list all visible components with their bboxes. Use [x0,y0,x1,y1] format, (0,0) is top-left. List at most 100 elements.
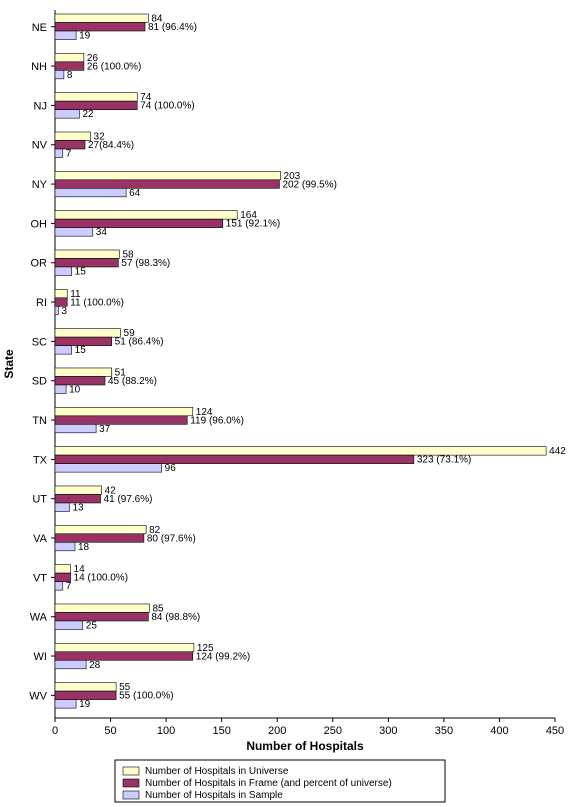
bar-sample [55,424,96,433]
bar-universe [55,604,149,613]
state-label: WI [34,651,47,663]
state-label: NE [32,22,47,34]
x-tick-label: 50 [104,725,116,737]
bar-universe [55,211,237,220]
bar-label-sample: 3 [61,306,67,317]
bar-sample [55,31,76,40]
bar-label-sample: 15 [75,345,87,356]
x-tick-label: 150 [212,725,230,737]
bar-label-sample: 19 [79,31,91,42]
bar-label-sample: 7 [66,581,72,592]
bar-label-sample: 37 [99,424,111,435]
state-label: SD [32,376,47,388]
bar-label-frame: 51 (86.4%) [115,337,164,348]
bar-label-frame: 323 (73.1%) [417,455,471,466]
bar-universe [55,329,121,338]
bar-sample [55,306,58,315]
bar-universe [55,447,546,456]
bar-sample [55,503,69,512]
bar-universe [55,14,148,23]
legend-swatch [123,767,139,775]
bar-frame [55,534,144,543]
x-tick-label: 350 [435,725,453,737]
bar-frame [55,219,223,228]
bar-label-frame: 27(84.4%) [88,140,134,151]
bar-universe [55,407,193,416]
bar-label-sample: 19 [79,699,91,710]
bar-label-frame: 202 (99.5%) [282,179,336,190]
bar-label-sample: 18 [78,542,90,553]
bar-label-frame: 14 (100.0%) [74,573,128,584]
bar-frame [55,455,414,464]
state-label: UT [32,494,47,506]
state-label: WV [29,690,47,702]
bar-universe [55,289,67,298]
bar-universe [55,171,281,180]
bar-sample [55,228,93,237]
bar-sample [55,582,63,591]
legend-label: Number of Hospitals in Frame (and percen… [145,778,392,789]
x-tick-label: 100 [157,725,175,737]
x-axis-title: Number of Hospitals [246,739,364,753]
x-tick-label: 300 [379,725,397,737]
bar-label-sample: 25 [86,620,98,631]
bar-universe [55,53,84,62]
bar-label-sample: 8 [67,70,73,81]
bar-frame [55,612,148,621]
bar-label-frame: 57 (98.3%) [121,258,170,269]
bar-sample [55,385,66,394]
bar-frame [55,416,187,425]
bar-frame [55,180,279,189]
bar-universe [55,93,137,102]
bar-label-frame: 45 (88.2%) [108,376,157,387]
bar-label-sample: 96 [165,463,177,474]
bar-label-frame: 81 (96.4%) [148,22,197,33]
state-label: WA [30,612,48,624]
x-tick-label: 200 [268,725,286,737]
state-label: NY [32,179,48,191]
x-tick-label: 250 [324,725,342,737]
bar-sample [55,660,86,669]
bar-label-frame: 151 (92.1%) [226,219,280,230]
state-label: TX [33,454,48,466]
y-axis-title: State [2,349,16,379]
bar-frame [55,23,145,32]
bar-universe [55,643,194,652]
bar-sample [55,346,72,355]
bar-label-sample: 64 [129,188,141,199]
state-label: NV [32,140,48,152]
bar-label-frame: 80 (97.6%) [147,533,196,544]
legend-swatch [123,791,139,799]
state-label: VT [33,572,47,584]
bar-label-frame: 124 (99.2%) [196,651,250,662]
bar-frame [55,101,137,110]
state-label: TN [32,415,47,427]
bar-label-sample: 15 [75,266,87,277]
bar-universe [55,525,146,534]
bar-sample [55,188,126,197]
x-tick-label: 0 [52,725,58,737]
bar-sample [55,700,76,709]
bar-label-frame: 74 (100.0%) [140,101,194,112]
x-tick-label: 400 [490,725,508,737]
bar-universe [55,565,71,574]
bar-label-frame: 119 (96.0%) [190,415,244,426]
bar-label-frame: 84 (98.8%) [151,612,200,623]
bar-sample [55,110,79,119]
bar-universe [55,250,119,258]
bar-sample [55,267,72,276]
bar-universe [55,368,112,377]
bar-label-sample: 13 [72,502,84,513]
x-tick-label: 450 [546,725,564,737]
legend-label: Number of Hospitals in Universe [145,766,289,777]
bar-sample [55,70,64,79]
bar-universe [55,132,91,141]
state-label: OR [31,258,48,270]
state-label: OH [31,218,48,230]
legend-label: Number of Hospitals in Sample [145,790,283,801]
bar-sample [55,464,162,473]
state-label: NH [31,61,47,73]
bar-label-universe: 442 [549,446,566,457]
bar-label-frame: 11 (100.0%) [70,297,124,308]
bar-label-frame: 26 (100.0%) [87,61,141,72]
